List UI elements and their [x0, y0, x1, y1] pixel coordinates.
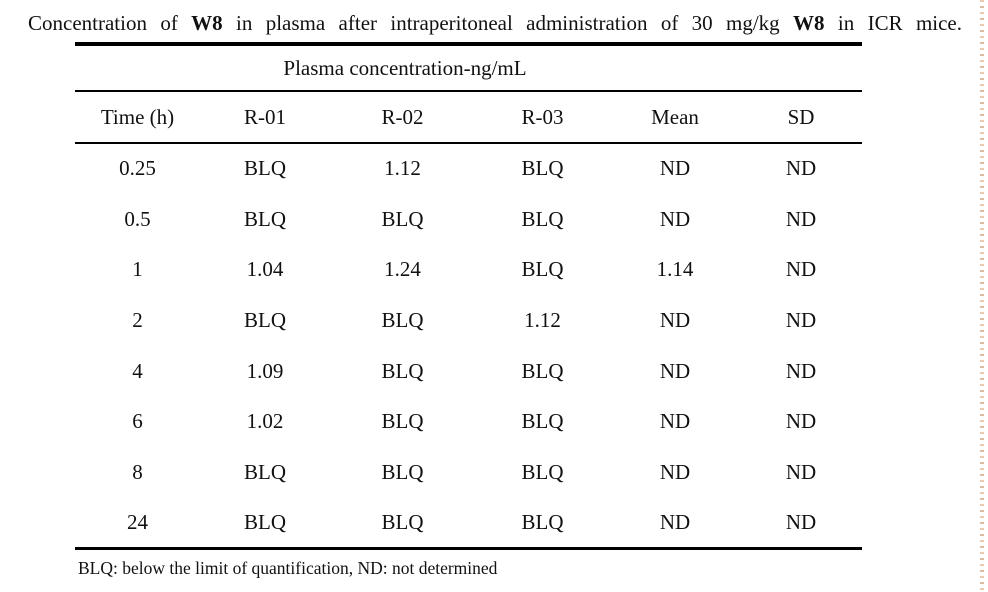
value-cell: ND [785, 257, 817, 282]
time-cell: 0.25 [119, 156, 156, 181]
table-footnote: BLQ: below the limit of quantification, … [78, 558, 498, 578]
value-cell: BLQ [521, 156, 564, 181]
table-row: 0.25 BLQ 1.12 BLQ ND ND [75, 143, 862, 194]
group-header-spacer [75, 44, 200, 92]
value-cell: ND [785, 206, 817, 231]
value-cell: BLQ [244, 206, 286, 231]
value-cell: ND [785, 156, 817, 181]
compound-name: W8 [793, 11, 825, 35]
time-cell: 2 [132, 307, 143, 332]
value-cell: BLQ [381, 206, 424, 231]
table-row: 0.5 BLQ BLQ BLQ ND ND [75, 194, 862, 245]
group-header-spacer [610, 44, 862, 92]
value-cell: BLQ [521, 358, 564, 383]
value-cell: BLQ [521, 257, 564, 282]
value-cell: ND [610, 497, 740, 550]
caption-text: in plasma after intraperitoneal administ… [222, 11, 794, 35]
value-cell: ND [785, 409, 817, 434]
value-cell: ND [785, 307, 817, 332]
value-cell: ND [740, 497, 862, 550]
value-cell: BLQ [381, 307, 424, 332]
caption-text: Concentration of [28, 11, 192, 35]
column-header: R-03 [475, 91, 610, 144]
column-header-row: Time (h) R-01 R-02 R-03 Mean SD [75, 91, 862, 144]
table-row: 24 BLQ BLQ BLQ ND ND [75, 497, 862, 550]
column-header: R-01 [200, 91, 330, 144]
value-cell: 1.09 [246, 358, 284, 383]
value-cell: 1.24 [384, 257, 421, 282]
value-cell: BLQ [521, 459, 564, 484]
plasma-concentration-table: Plasma concentration-ng/mL Time (h) R-01 R… [75, 42, 862, 550]
column-header: Time (h) [75, 91, 200, 144]
column-header: Mean [610, 91, 740, 144]
table-caption: Concentration of W8 in plasma after intr… [28, 10, 962, 36]
scan-edge-dotted-border [980, 0, 984, 592]
value-cell: ND [659, 358, 691, 383]
value-cell: 1.12 [384, 156, 421, 181]
value-cell: BLQ [381, 358, 424, 383]
value-cell: 1.12 [524, 307, 561, 332]
table-row: 2 BLQ BLQ 1.12 ND ND [75, 295, 862, 346]
value-cell: BLQ [381, 459, 424, 484]
group-header-row: Plasma concentration-ng/mL [75, 44, 862, 92]
value-cell: 1.02 [246, 409, 284, 434]
value-cell: ND [785, 459, 817, 484]
value-cell: ND [659, 156, 691, 181]
time-cell: 8 [132, 459, 143, 484]
time-cell: 0.5 [124, 206, 151, 231]
value-cell: BLQ [200, 497, 330, 550]
value-cell: 1.14 [656, 257, 694, 282]
value-cell: ND [659, 307, 691, 332]
group-header-label: Plasma concentration-ng/mL [200, 44, 610, 92]
value-cell: BLQ [521, 206, 564, 231]
value-cell: 1.04 [246, 257, 284, 282]
value-cell: BLQ [244, 307, 286, 332]
value-cell: ND [659, 206, 691, 231]
value-cell: BLQ [330, 497, 475, 550]
table-row: 6 1.02 BLQ BLQ ND ND [75, 396, 862, 447]
caption-text: in ICR mice. [824, 11, 963, 35]
time-cell: 4 [132, 358, 143, 383]
value-cell: BLQ [521, 409, 564, 434]
value-cell: BLQ [244, 459, 286, 484]
value-cell: ND [785, 358, 817, 383]
table-row: 4 1.09 BLQ BLQ ND ND [75, 346, 862, 397]
value-cell: ND [659, 459, 691, 484]
value-cell: BLQ [381, 409, 424, 434]
column-header: SD [740, 91, 862, 144]
value-cell: BLQ [475, 497, 610, 550]
table-row: 8 BLQ BLQ BLQ ND ND [75, 447, 862, 498]
table-row: 1 1.04 1.24 BLQ 1.14 ND [75, 244, 862, 295]
compound-name: W8 [191, 11, 223, 35]
value-cell: ND [659, 409, 691, 434]
column-header: R-02 [330, 91, 475, 144]
time-cell: 24 [75, 497, 200, 550]
value-cell: BLQ [244, 156, 286, 181]
time-cell: 1 [132, 257, 143, 282]
time-cell: 6 [132, 409, 143, 434]
